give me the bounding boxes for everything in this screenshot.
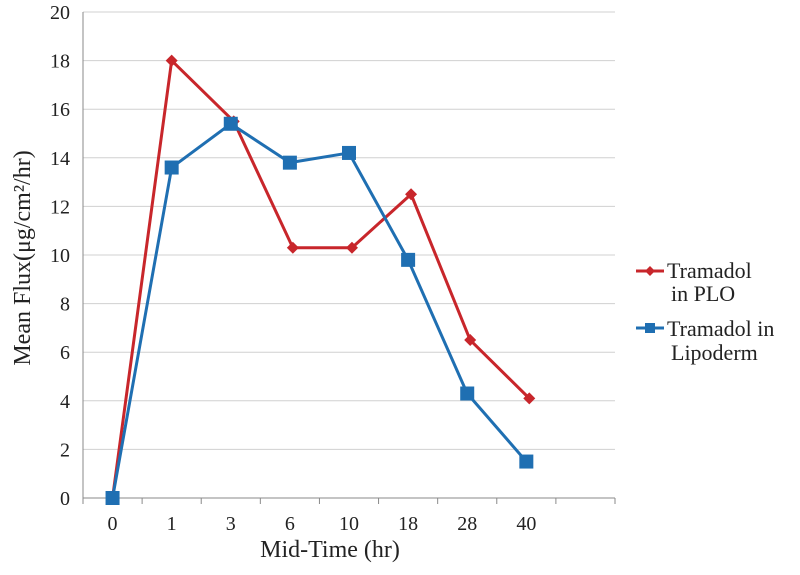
y-tick-label: 6 xyxy=(60,342,70,364)
data-point-tramadol-in-plo xyxy=(286,241,299,254)
legend-marker-diamond xyxy=(645,266,655,276)
series-line-tramadol-in-lipoderm xyxy=(111,122,528,499)
axes xyxy=(82,12,616,504)
legend-label-tramadol-lipoderm-line2: Lipoderm xyxy=(671,340,758,365)
legend-item-tramadol-lipoderm: Tramadol in Lipoderm xyxy=(636,316,774,365)
legend: Tramadol in PLO Tramadol in Lipoderm xyxy=(636,258,774,365)
x-tick-label: 0 xyxy=(108,513,118,535)
y-tick-label: 8 xyxy=(60,294,70,316)
y-tick-label: 4 xyxy=(60,391,70,413)
data-point-tramadol-in-lipoderm xyxy=(223,116,238,131)
y-tick-label: 2 xyxy=(60,439,70,461)
x-tick-label: 10 xyxy=(339,513,359,535)
y-tick-label: 10 xyxy=(50,245,70,267)
legend-item-tramadol-plo: Tramadol in PLO xyxy=(636,258,752,306)
data-point-tramadol-in-lipoderm xyxy=(460,386,475,401)
data-point-tramadol-in-plo xyxy=(165,54,178,67)
x-axis-title: Mid-Time (hr) xyxy=(260,537,400,563)
x-tick-label: 40 xyxy=(516,513,536,535)
series xyxy=(105,54,536,505)
x-tick-label: 3 xyxy=(226,513,236,535)
data-point-tramadol-in-lipoderm xyxy=(519,454,534,469)
data-point-tramadol-in-lipoderm xyxy=(105,491,120,505)
x-tick-label: 1 xyxy=(167,513,177,535)
y-tick-labels: 0 2 4 6 8 10 12 14 16 18 20 xyxy=(50,2,70,510)
x-tick-label: 6 xyxy=(285,513,295,535)
x-tick-label: 28 xyxy=(457,513,477,535)
data-point-tramadol-in-lipoderm xyxy=(342,145,356,160)
data-point-tramadol-in-lipoderm xyxy=(401,252,416,267)
y-tick-label: 0 xyxy=(60,488,70,510)
legend-label-tramadol-plo-line2: in PLO xyxy=(671,281,735,306)
grid xyxy=(83,11,615,450)
data-point-tramadol-in-plo xyxy=(345,241,358,254)
legend-label-tramadol-plo-line1: Tramadol xyxy=(667,258,752,283)
x-tick-labels: 0 1 3 6 10 18 28 40 xyxy=(108,513,537,535)
series-line-tramadol-in-plo xyxy=(111,59,531,499)
y-axis-title: Mean Flux(μg/cm²/hr) xyxy=(10,150,36,365)
y-tick-label: 20 xyxy=(50,2,70,24)
y-tick-label: 18 xyxy=(50,51,70,73)
legend-label-tramadol-lipoderm-line1: Tramadol in xyxy=(667,316,774,341)
x-tick-label: 18 xyxy=(398,513,418,535)
data-point-tramadol-in-lipoderm xyxy=(282,155,297,170)
data-point-tramadol-in-plo xyxy=(464,334,477,347)
legend-marker-square xyxy=(645,323,655,333)
y-tick-label: 12 xyxy=(50,196,70,218)
data-point-tramadol-in-lipoderm xyxy=(164,160,179,175)
y-tick-label: 16 xyxy=(50,99,70,121)
data-point-tramadol-in-plo xyxy=(405,188,418,201)
data-point-tramadol-in-plo xyxy=(523,392,536,405)
y-tick-label: 14 xyxy=(50,148,70,170)
